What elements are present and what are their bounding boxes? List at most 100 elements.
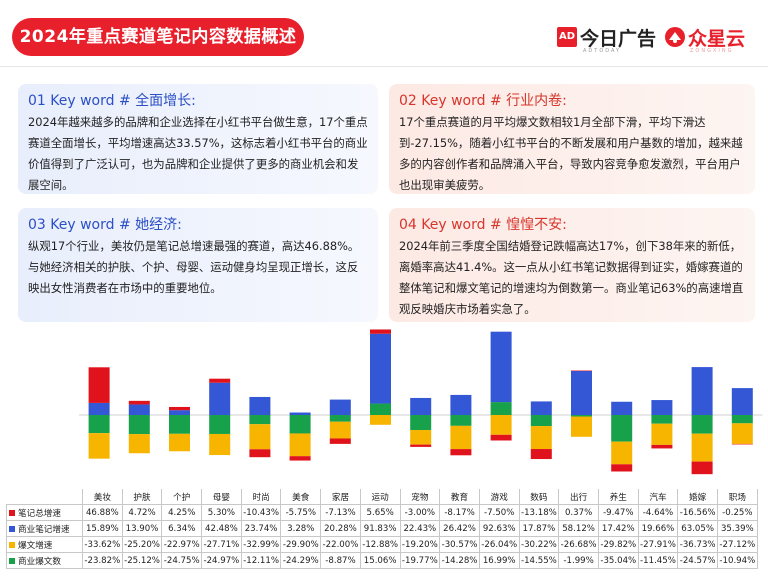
series-name: 笔记总增速 xyxy=(18,508,61,519)
table-cell: -36.73% xyxy=(677,536,718,553)
legend-swatch-icon xyxy=(9,510,15,516)
bar-segment xyxy=(530,415,552,427)
table-cell: -8.87% xyxy=(320,552,361,569)
bar-segment xyxy=(571,415,592,417)
table-cell: -5.75% xyxy=(280,504,322,521)
category-label: 出行 xyxy=(558,489,599,505)
bar-segment xyxy=(88,367,110,403)
table-cell: 63.05% xyxy=(677,520,718,537)
table-row: 爆文增速 -33.62% -25.20% -22.97% -27.71% -32.99% -… xyxy=(6,536,758,553)
bar-segment xyxy=(450,394,472,415)
adtoday-logo-mark: AD xyxy=(557,27,577,47)
bar-segment xyxy=(651,444,673,449)
series-legend-label: 商业笔记增速 xyxy=(6,520,83,537)
bar-segment xyxy=(370,403,391,415)
table-cell: 91.83% xyxy=(359,520,401,537)
table-row: 商业笔记增速 15.89% 13.90% 6.34% 42.48% 23.74% 3.28%… xyxy=(6,520,758,537)
table-cell: -12.11% xyxy=(240,552,282,569)
bar-segment xyxy=(88,415,110,434)
table-cell: -29.90% xyxy=(280,536,322,553)
table-cell: -14.55% xyxy=(518,552,560,569)
table-cell: -14.28% xyxy=(439,552,480,569)
bar-segment xyxy=(490,331,512,403)
table-cell: 35.39% xyxy=(717,520,758,537)
bar-segment xyxy=(490,415,512,435)
table-cell: 5.30% xyxy=(201,504,242,521)
bar-segment xyxy=(490,434,512,441)
bar-segment xyxy=(209,378,231,383)
category-label: 护肤 xyxy=(121,489,163,505)
bar-segment xyxy=(249,449,271,458)
bar-segment xyxy=(249,396,271,415)
bar-segment xyxy=(651,423,673,445)
category-label: 汽车 xyxy=(637,489,679,505)
bar-segment xyxy=(128,434,150,454)
bar-segment xyxy=(691,433,713,462)
bar-segment xyxy=(410,415,432,431)
bar-segment xyxy=(289,456,311,461)
table-cell: -13.18% xyxy=(518,504,560,521)
table-cell: -7.50% xyxy=(478,504,520,521)
table-cell: -35.04% xyxy=(597,552,639,569)
table-cell: -19.20% xyxy=(399,536,441,553)
table-cell: -19.77% xyxy=(399,552,441,569)
category-label: 游戏 xyxy=(478,489,520,505)
table-cell: -25.20% xyxy=(121,536,163,553)
insight-card-growth: 01 Key word # 全面增长: 2024年越来越多的品牌和企业选择在小红… xyxy=(18,84,378,194)
data-table: 美妆 护肤 个护 母婴 时尚 美食 家居 运动 宠物 教育 游戏 数码 出行 养生 汽车 婚嫁 职场 笔记总增速 4… xyxy=(6,489,758,569)
table-cell: -26.68% xyxy=(558,536,599,553)
card-keyword: 02 Key word # 行业内卷: xyxy=(399,93,567,109)
table-cell: -30.57% xyxy=(439,536,480,553)
table-cell: -22.00% xyxy=(320,536,361,553)
category-label: 职场 xyxy=(717,489,758,505)
table-cell: 58.12% xyxy=(558,520,599,537)
bar-segment xyxy=(611,401,633,415)
legend-swatch-icon xyxy=(9,526,15,532)
table-cell: -16.56% xyxy=(677,504,718,521)
table-cell: 15.06% xyxy=(359,552,401,569)
bar-segment xyxy=(169,410,190,415)
table-cell: -3.00% xyxy=(399,504,441,521)
page-title: 2024年重点赛道笔记内容数据概述 xyxy=(12,18,304,56)
table-cell: 20.28% xyxy=(320,520,361,537)
table-cell: -30.22% xyxy=(518,536,560,553)
bar-segment xyxy=(691,367,713,415)
bar-segment xyxy=(370,415,391,425)
bar-segment xyxy=(410,397,432,415)
legend-swatch-icon xyxy=(9,542,15,548)
bar-segment xyxy=(329,421,351,439)
category-label: 宠物 xyxy=(399,489,441,505)
bar-segment xyxy=(571,370,592,415)
bar-segment xyxy=(651,415,673,424)
zongxingyun-logo-name: 众星云 xyxy=(688,28,746,50)
series-legend-label: 爆文增速 xyxy=(6,536,83,553)
insight-card-she-economy: 03 Key word # 她经济: 纵观17个行业，美妆仍是笔记总增速最强的赛… xyxy=(18,208,378,322)
table-cell: 15.89% xyxy=(82,520,123,537)
table-cell: -24.57% xyxy=(677,552,718,569)
category-label: 美食 xyxy=(280,489,322,505)
bar-segment xyxy=(691,461,713,475)
card-keyword: 01 Key word # 全面增长: xyxy=(28,93,196,109)
bar-segment xyxy=(128,415,150,435)
bar-segment xyxy=(450,449,472,456)
card-text: 2024年前三季度全国结婚登记跌幅高达17%，创下38年来的新低，离婚率高达41… xyxy=(399,239,744,316)
zongxingyun-logo-sub: ZONGXING xyxy=(690,48,734,54)
bar-segment xyxy=(410,430,432,445)
table-cell: -10.94% xyxy=(717,552,758,569)
bar-segment xyxy=(530,401,552,415)
bar-segment xyxy=(651,400,673,415)
bar-segment xyxy=(731,415,753,424)
bar-segment xyxy=(329,438,351,444)
bar-segment xyxy=(611,441,633,465)
table-cell: -12.88% xyxy=(359,536,401,553)
table-cell: -29.82% xyxy=(597,536,639,553)
table-cell: 3.28% xyxy=(280,520,322,537)
table-cell: 26.42% xyxy=(439,520,480,537)
table-cell: 6.34% xyxy=(161,520,203,537)
table-cell: -7.13% xyxy=(320,504,361,521)
category-label: 养生 xyxy=(597,489,639,505)
bar-segment xyxy=(88,433,110,459)
table-cell: 16.99% xyxy=(478,552,520,569)
bar-segment xyxy=(571,416,592,437)
bar-segment xyxy=(450,415,472,426)
